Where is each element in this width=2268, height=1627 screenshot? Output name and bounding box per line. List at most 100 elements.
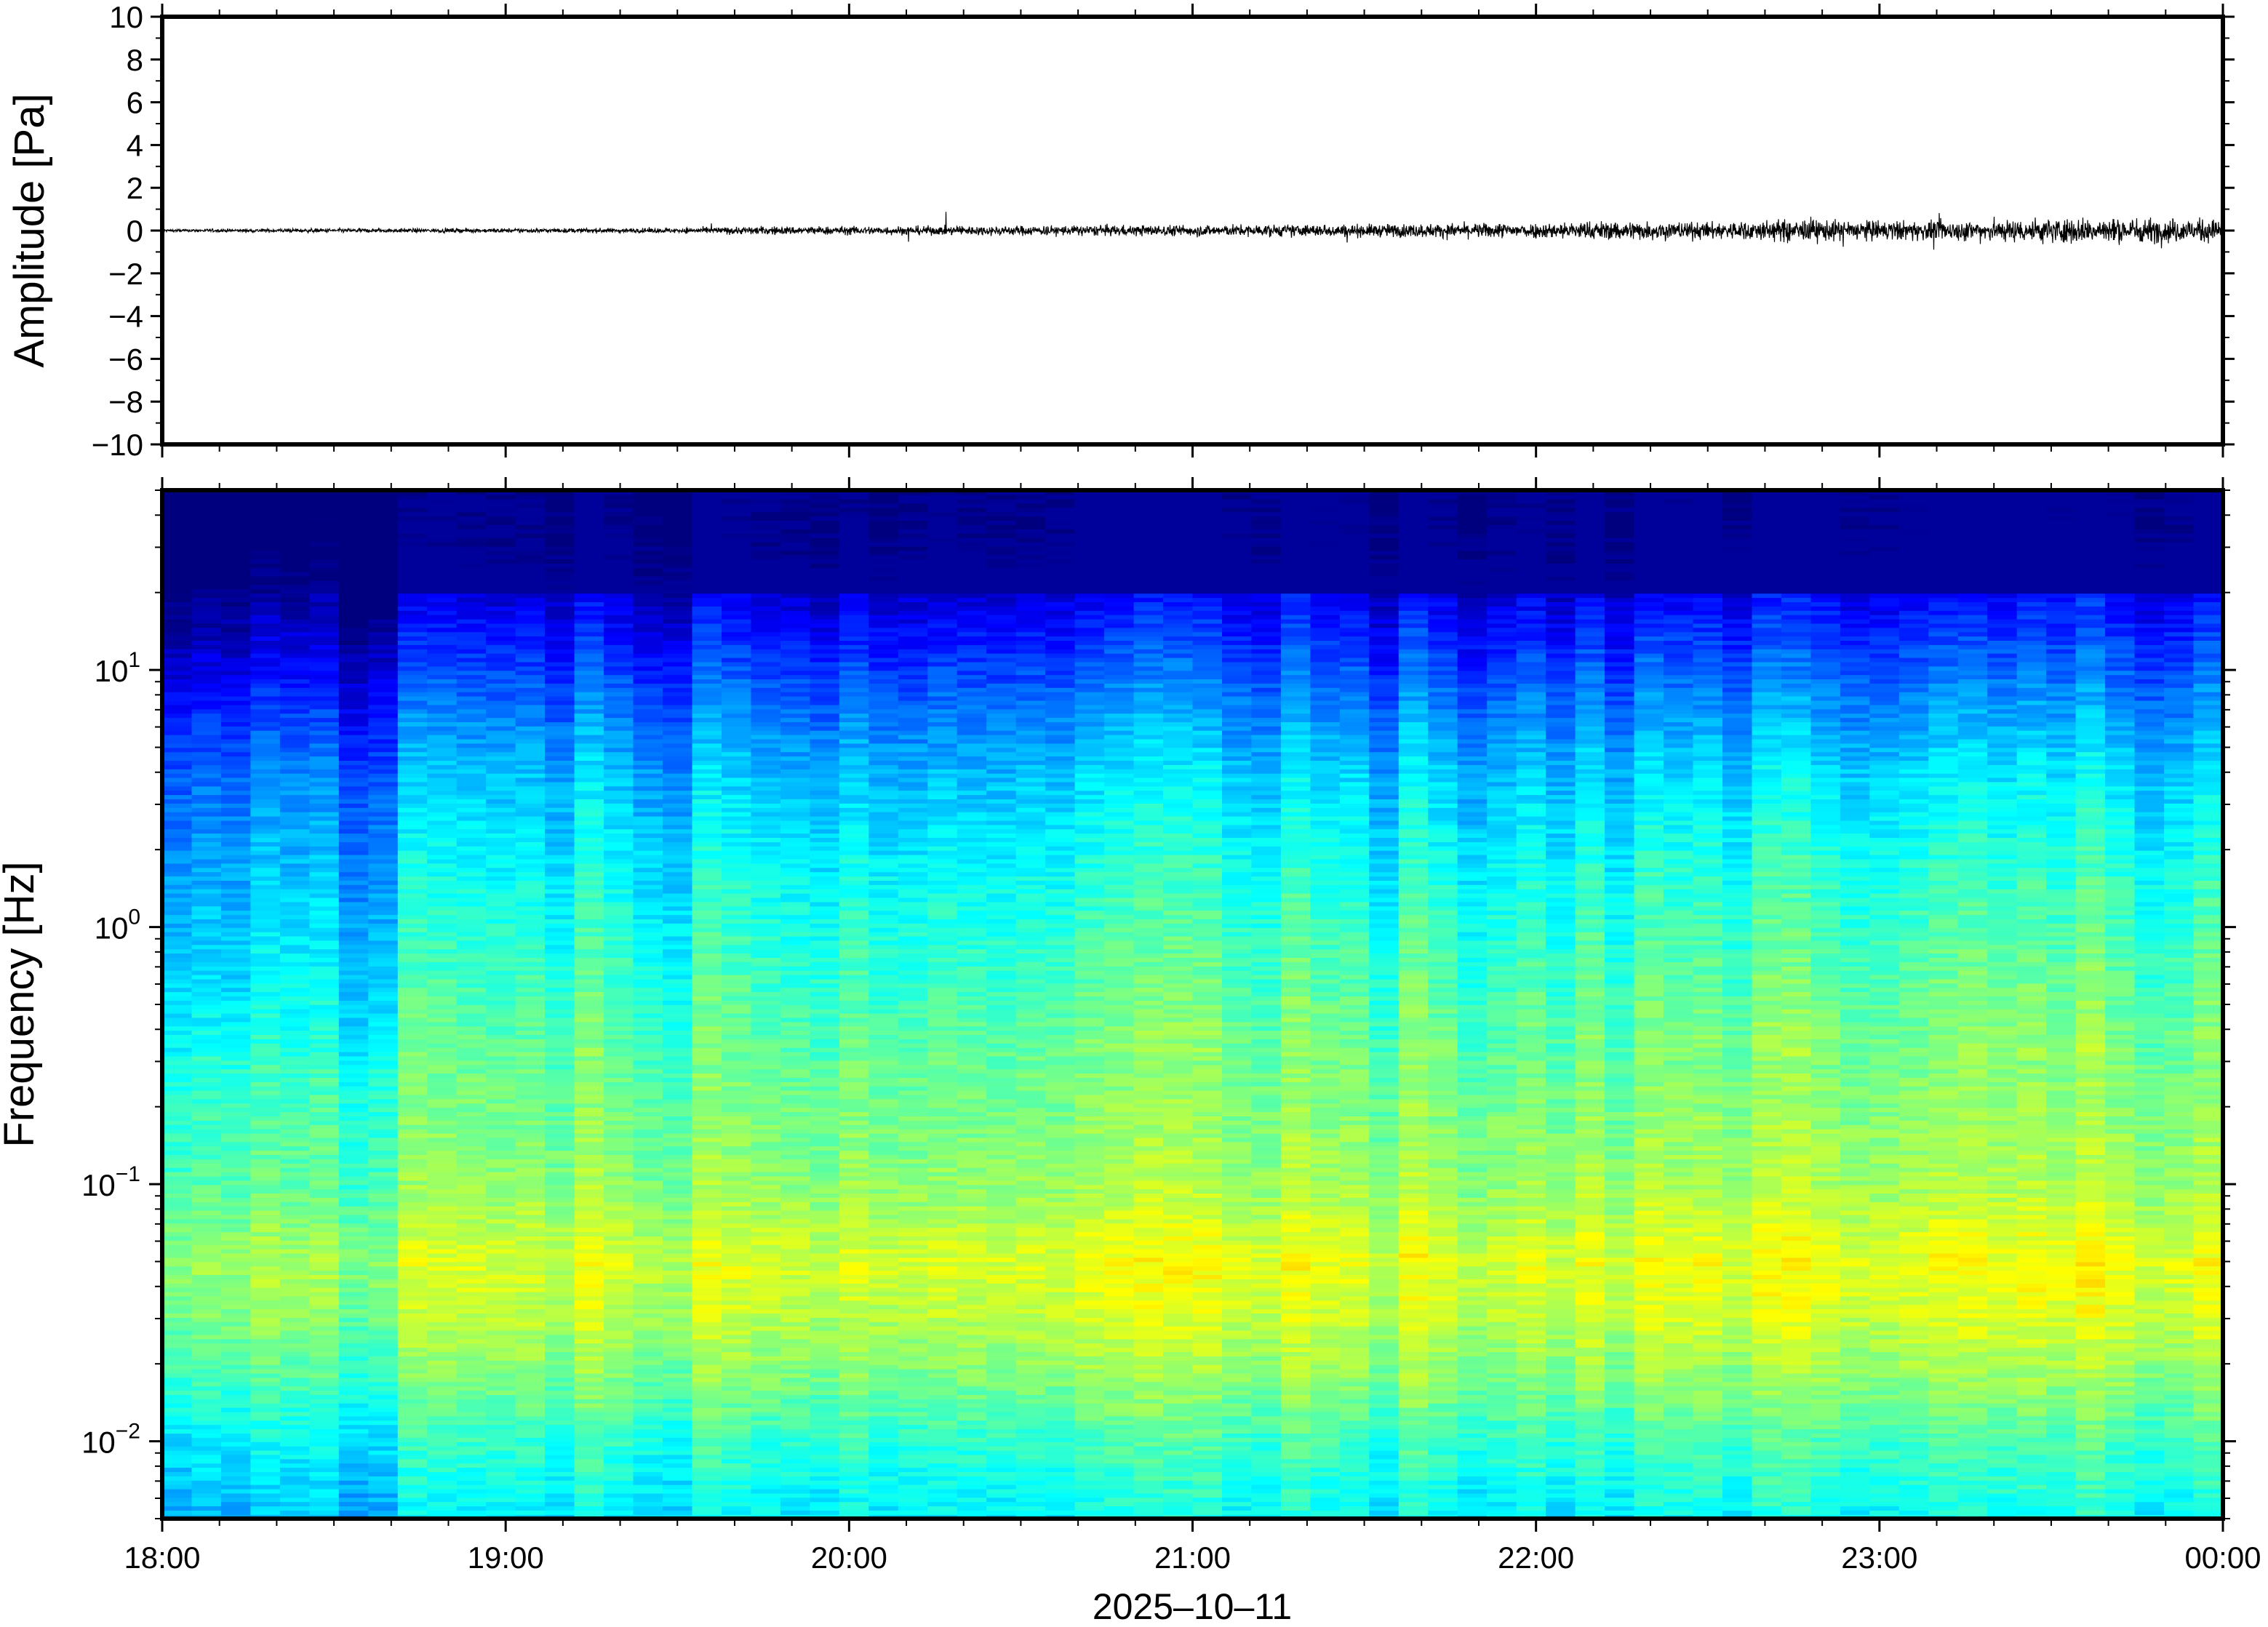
spectrogram-cell [339,799,369,804]
spectrogram-cell [427,919,457,924]
spectrogram-cell [545,910,575,915]
spectrogram-cell [457,953,487,958]
spectrogram-cell [663,983,692,988]
spectrogram-cell [486,1356,516,1361]
spectrogram-cell [692,512,722,517]
spectrogram-cell [604,1142,634,1147]
spectrogram-cell [280,820,310,826]
spectrogram-cell [545,828,575,834]
spectrogram-cell [339,687,369,692]
spectrogram-cell [221,828,251,834]
spectrogram-cell [575,1428,604,1434]
spectrogram-cell [221,1283,251,1288]
spectrogram-cell [280,739,310,744]
spectrogram-cell [368,923,398,928]
spectrogram-cell [692,1270,722,1275]
spectrogram-cell [398,1056,428,1061]
spectrogram-cell [368,850,398,855]
spectrogram-cell [398,1270,428,1275]
spectrogram-cell [722,1279,751,1284]
spectrogram-cell [692,1223,722,1228]
spectrogram-cell [692,546,722,551]
spectrogram-cell [250,529,280,534]
spectrogram-cell [457,610,487,615]
spectrogram-cell [604,1335,634,1340]
spectrogram-cell [368,1270,398,1275]
spectrogram-cell [250,1206,280,1211]
spectrogram-cell [545,936,575,941]
spectrogram-cell [751,1446,780,1451]
spectrogram-cell [663,1463,692,1468]
spectrogram-cell [692,1283,722,1288]
spectrogram-cell [368,1274,398,1279]
spectrogram-cell [427,1056,457,1061]
spectrogram-cell [250,748,280,753]
spectrogram-cell [398,567,428,572]
spectrogram-cell [221,1138,251,1143]
spectrogram-cell [250,537,280,543]
spectrogram-cell [575,524,604,529]
spectrogram-cell [457,1287,487,1292]
spectrogram-cell [486,884,516,890]
spectrogram-cell [457,782,487,787]
spectrogram-cell [339,975,369,980]
spectrogram-cell [604,1489,634,1494]
spectrogram-cell [280,940,310,946]
spectrogram-cell [545,1185,575,1190]
spectrogram-cell [309,1484,339,1490]
spectrogram-cell [221,1266,251,1271]
spectrogram-cell [663,782,692,787]
spectrogram-cell [663,799,692,804]
spectrogram-cell [221,730,251,735]
spectrogram-cell [427,1138,457,1143]
spectrogram-cell [250,923,280,928]
spectrogram-cell [516,1455,546,1460]
spectrogram-cell [663,649,692,654]
spectrogram-cell [427,1330,457,1335]
spectrogram-cell [339,748,369,753]
spectrogram-cell [339,1467,369,1472]
spectrogram-cell [457,1249,487,1254]
spectrogram-cell [192,790,222,795]
spectrogram-cell [604,1270,634,1275]
spectrogram-cell [545,1013,575,1018]
spectrogram-cell [162,1193,192,1198]
spectrogram-cell [427,503,457,508]
spectrogram-cell [162,495,192,500]
spectrogram-cell [692,820,722,826]
spectrogram-cell [486,945,516,950]
spectrogram-cell [368,636,398,641]
spectrogram-cell [250,1510,280,1515]
spectrogram-cell [575,623,604,628]
spectrogram-cell [604,871,634,876]
spectrogram-cell [368,1060,398,1066]
spectrogram-cell [457,1120,487,1125]
spectrogram-cell [634,623,663,628]
spectrogram-cell [368,709,398,714]
spectrogram-cell [398,1111,428,1116]
spectrogram-cell [398,631,428,636]
spectrogram-cell [692,644,722,649]
spectrogram-cell [309,1172,339,1177]
spectrogram-cell [162,859,192,864]
spectrogram-cell [221,546,251,551]
spectrogram-cell [575,1382,604,1387]
spectrogram-cell [250,542,280,547]
spectrogram-cell [162,589,192,594]
spectrogram-cell [339,1360,369,1365]
spectrogram-cell [634,1197,663,1202]
spectrogram-cell [368,799,398,804]
spectrogram-cell [339,1129,369,1134]
spectrogram-cell [722,610,751,615]
spectrogram-cell [634,1000,663,1005]
spectrogram-cell [339,996,369,1001]
spectrogram-cell [692,636,722,641]
spectrogram-cell [722,1103,751,1108]
spectrogram-cell [516,1399,546,1404]
spectrogram-cell [751,1459,780,1464]
spectrogram-cell [427,1004,457,1010]
spectrogram-cell [545,1399,575,1404]
spectrogram-cell [309,1386,339,1391]
spectrogram-cell [604,495,634,500]
spectrogram-cell [486,812,516,817]
